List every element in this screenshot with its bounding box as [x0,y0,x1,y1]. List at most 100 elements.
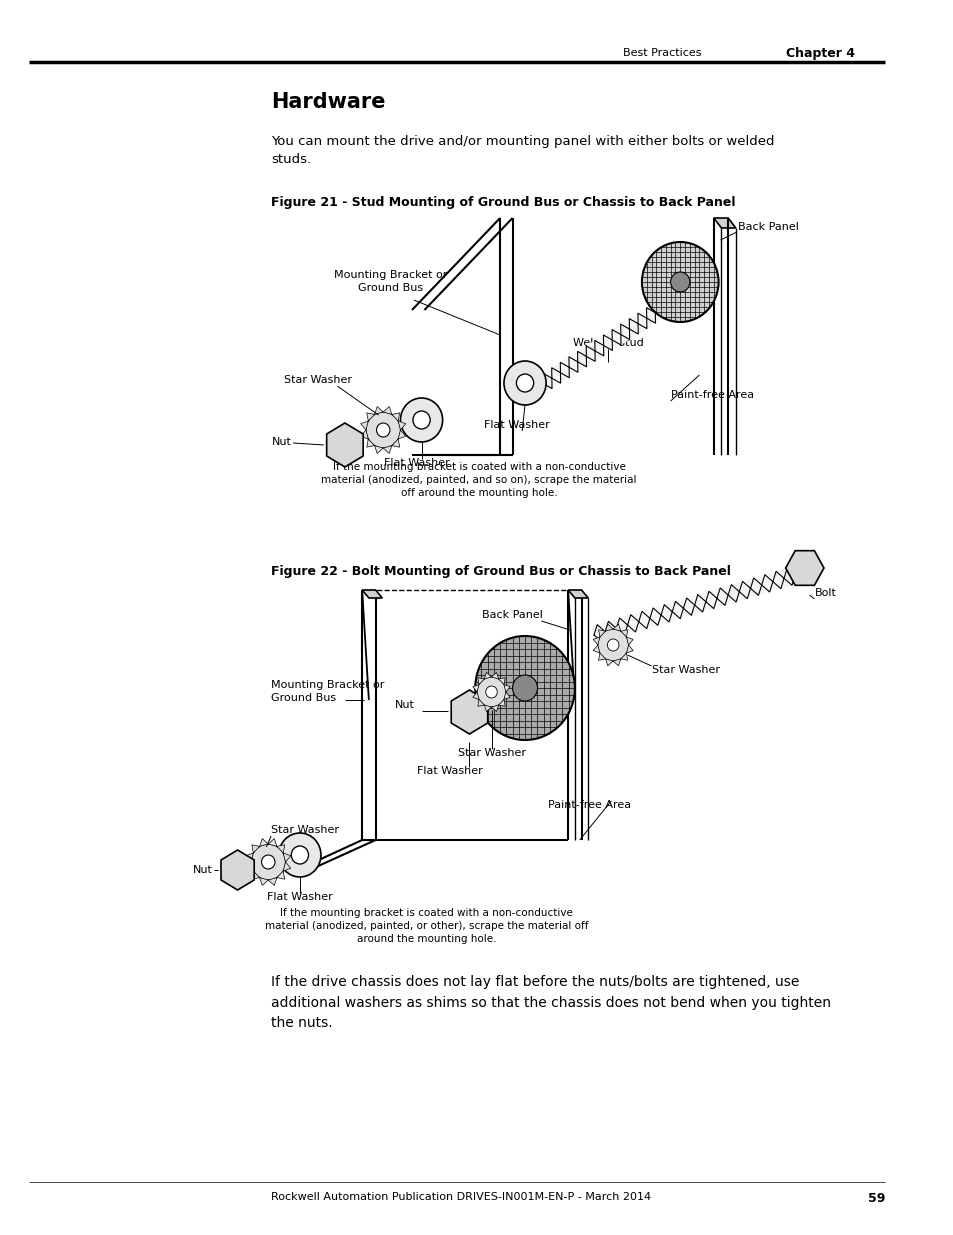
Text: Flat Washer: Flat Washer [383,458,449,468]
Text: Mounting Bracket or
Ground Bus: Mounting Bracket or Ground Bus [271,680,384,703]
Polygon shape [598,653,605,661]
Polygon shape [397,421,405,430]
Text: Rockwell Automation Publication DRIVES-IN001M-EN-P - March 2014: Rockwell Automation Publication DRIVES-I… [271,1192,651,1202]
Text: Figure 21 - Stud Mounting of Ground Bus or Chassis to Back Panel: Figure 21 - Stud Mounting of Ground Bus … [271,196,735,209]
Polygon shape [259,839,268,846]
Text: Best Practices: Best Practices [622,48,700,58]
Polygon shape [598,630,605,637]
Text: Mounting Bracket or
Ground Bus: Mounting Bracket or Ground Bus [334,270,447,293]
Polygon shape [568,590,588,598]
Text: Hardware: Hardware [271,91,385,112]
Polygon shape [591,567,797,643]
Text: Star Washer: Star Washer [271,825,338,835]
Polygon shape [366,412,375,421]
Circle shape [376,424,390,437]
Polygon shape [473,684,478,692]
Polygon shape [221,850,253,890]
Polygon shape [392,438,399,447]
Polygon shape [605,658,613,666]
Polygon shape [246,862,253,871]
Polygon shape [276,845,284,853]
Polygon shape [276,871,284,879]
Text: If the drive chassis does not lay flat before the nuts/bolts are tightened, use
: If the drive chassis does not lay flat b… [271,974,830,1030]
Circle shape [251,844,285,881]
Circle shape [607,638,618,651]
Polygon shape [477,678,484,684]
Circle shape [670,272,689,291]
Text: Flat Washer: Flat Washer [417,766,482,776]
Polygon shape [613,658,620,666]
Text: Star Washer: Star Washer [651,664,719,676]
Circle shape [475,636,575,740]
Polygon shape [498,699,505,706]
Text: Chapter 4: Chapter 4 [785,47,854,59]
Polygon shape [283,862,291,871]
Circle shape [476,677,505,706]
Polygon shape [498,678,505,684]
Circle shape [291,846,308,864]
Polygon shape [360,421,368,430]
Polygon shape [620,653,627,661]
Polygon shape [375,446,383,453]
Polygon shape [503,684,510,692]
Text: Star Washer: Star Washer [457,748,525,758]
Polygon shape [246,853,253,862]
Text: Back Panel: Back Panel [737,222,798,232]
Circle shape [278,832,320,877]
Text: If the mounting bracket is coated with a non-conductive
material (anodized, pain: If the mounting bracket is coated with a… [264,908,587,945]
Polygon shape [360,430,368,438]
Polygon shape [375,406,383,415]
Polygon shape [613,624,620,631]
Circle shape [261,855,274,869]
Text: Nut: Nut [394,700,414,710]
Polygon shape [383,406,392,415]
Polygon shape [268,839,276,846]
Polygon shape [785,551,823,585]
Text: Nut: Nut [272,437,292,447]
Text: Flat Washer: Flat Washer [267,892,333,902]
Polygon shape [484,672,491,679]
Polygon shape [626,645,633,653]
Polygon shape [392,412,399,421]
Circle shape [598,629,628,661]
Text: Paint-free Area: Paint-free Area [547,800,630,810]
Polygon shape [477,699,484,706]
Polygon shape [252,845,259,853]
Polygon shape [473,692,478,699]
Polygon shape [605,624,613,631]
Text: Star Washer: Star Washer [284,375,352,385]
Polygon shape [620,630,627,637]
Polygon shape [397,430,405,438]
Polygon shape [362,590,382,598]
Text: Back Panel: Back Panel [481,610,542,620]
Text: Figure 22 - Bolt Mounting of Ground Bus or Chassis to Back Panel: Figure 22 - Bolt Mounting of Ground Bus … [271,564,730,578]
Polygon shape [593,637,599,645]
Circle shape [413,411,430,429]
Polygon shape [326,424,363,467]
Polygon shape [484,705,491,711]
Polygon shape [383,446,392,453]
Polygon shape [259,878,268,885]
Circle shape [512,676,537,701]
Polygon shape [268,878,276,885]
Circle shape [516,374,533,391]
Text: Bolt: Bolt [814,588,836,598]
Text: 59: 59 [867,1192,884,1205]
Text: You can mount the drive and/or mounting panel with either bolts or welded
studs.: You can mount the drive and/or mounting … [271,135,774,165]
Polygon shape [491,672,498,679]
Polygon shape [366,438,375,447]
Text: Flat Washer: Flat Washer [484,420,550,430]
Polygon shape [713,219,735,228]
Polygon shape [513,272,711,408]
Circle shape [485,685,497,698]
Polygon shape [451,690,487,734]
Circle shape [400,398,442,442]
Polygon shape [252,871,259,879]
Polygon shape [283,853,291,862]
Polygon shape [626,637,633,645]
Circle shape [503,361,545,405]
Text: If the mounting bracket is coated with a non-conductive
material (anodized, pain: If the mounting bracket is coated with a… [321,462,637,499]
Circle shape [366,412,400,448]
Text: Paint-free Area: Paint-free Area [670,390,753,400]
Text: Nut: Nut [193,864,213,876]
